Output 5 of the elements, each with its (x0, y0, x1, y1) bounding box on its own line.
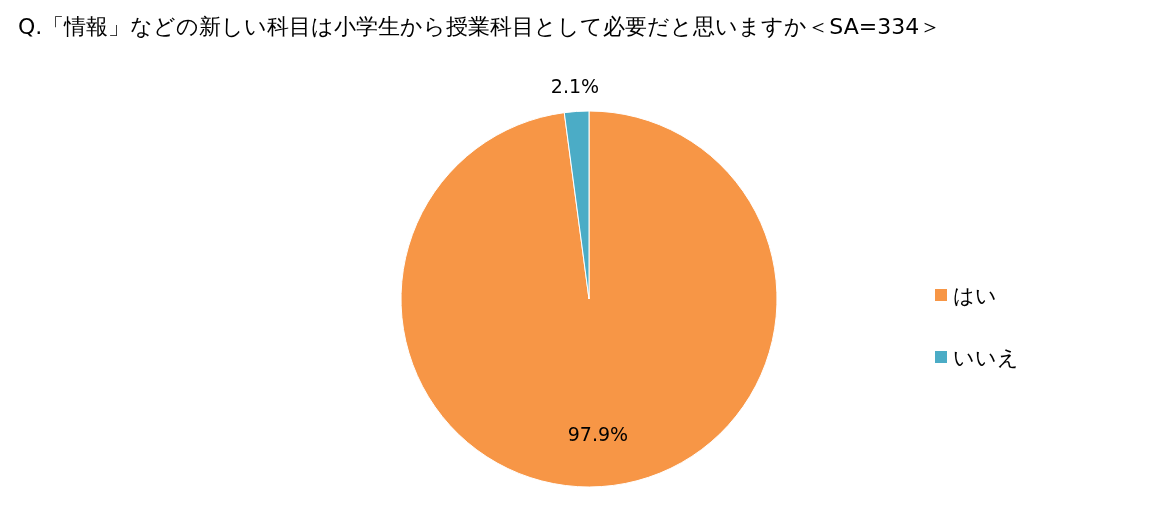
data-label: 2.1% (550, 75, 600, 98)
data-label: 97.9% (567, 423, 629, 446)
legend-label: はい (953, 284, 997, 308)
legend-label: いいえ (953, 346, 1019, 370)
chart-title: Q.「情報」などの新しい科目は小学生から授業科目として必要だと思いますか＜SA=334＞ (18, 14, 942, 39)
